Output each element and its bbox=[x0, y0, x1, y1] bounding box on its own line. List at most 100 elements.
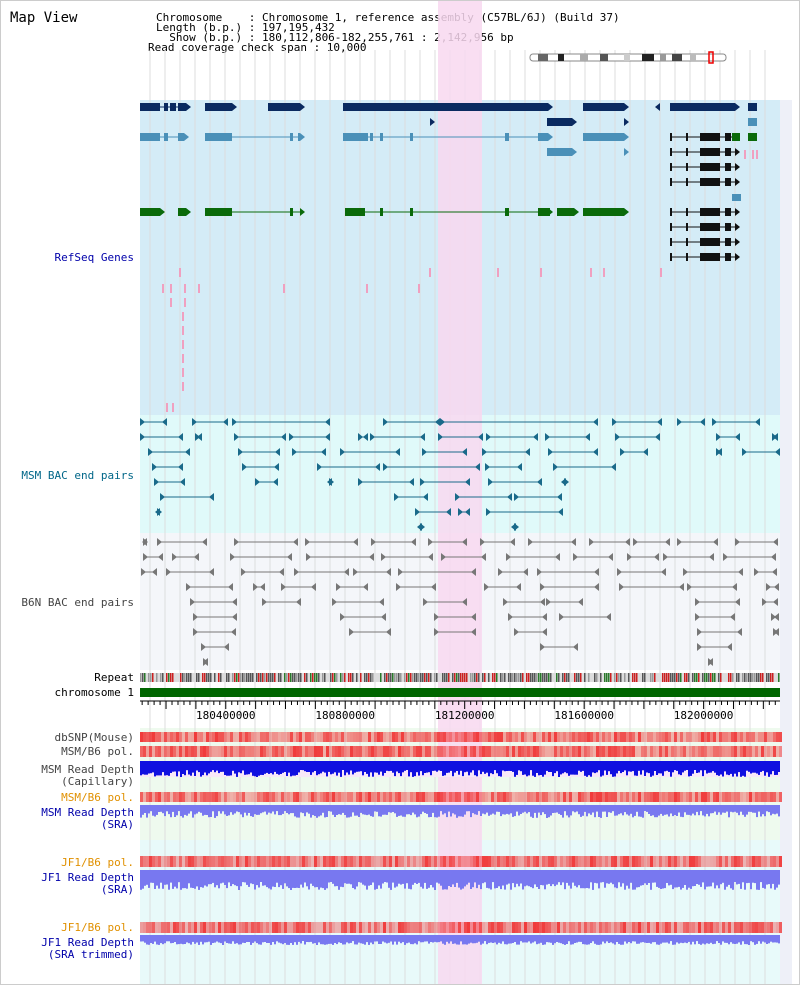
jf1-pol-density bbox=[638, 856, 641, 867]
jf1-trimmed-depth-bar bbox=[580, 935, 582, 942]
axis-tick-label: 181600000 bbox=[554, 709, 614, 722]
jf1-trimmed-depth-bar bbox=[276, 935, 278, 942]
msm-pol-density bbox=[575, 746, 578, 757]
jf1-pol-density bbox=[248, 856, 251, 867]
msm-capillary-depth-bar bbox=[222, 761, 224, 772]
jf1-sra-depth-bar bbox=[514, 870, 516, 888]
jf1-sra-depth-bar bbox=[308, 870, 310, 890]
track-label-msm-depth-cap[interactable]: MSM Read Depth bbox=[41, 763, 134, 776]
refseq-gene-exon bbox=[505, 208, 509, 216]
track-label-msm-pol[interactable]: MSM/B6 pol. bbox=[61, 745, 134, 758]
msm-capillary-depth-bar bbox=[706, 761, 708, 774]
b6n-bac-pair-end bbox=[606, 613, 611, 621]
repeat-element bbox=[162, 673, 164, 682]
msm-sra-depth-bar bbox=[214, 805, 216, 818]
repeat-element bbox=[180, 673, 182, 682]
jf1-sra-depth-bar bbox=[252, 870, 254, 885]
jf1-sra-depth-bar bbox=[276, 870, 278, 883]
dbsnp-density bbox=[668, 732, 671, 742]
track-label-chromosome[interactable]: chromosome 1 bbox=[54, 686, 134, 699]
dbsnp-density bbox=[536, 732, 539, 742]
jf1-trimmed-depth-bar bbox=[710, 935, 712, 943]
dbsnp-density bbox=[326, 732, 329, 742]
jf1-pol-density bbox=[521, 856, 524, 867]
jf1-sra-depth-bar bbox=[756, 870, 758, 890]
dbsnp-density bbox=[185, 732, 188, 742]
jf1-trimmed-depth-bar bbox=[634, 935, 636, 942]
repeat-element bbox=[608, 673, 610, 682]
msm-sra-depth-bar bbox=[758, 805, 760, 812]
track-label-refseq[interactable]: RefSeq Genes bbox=[54, 251, 134, 264]
refseq-gene-exon bbox=[725, 163, 731, 171]
jf1-sra-depth-bar bbox=[542, 870, 544, 886]
dbsnp-density bbox=[299, 732, 302, 742]
msm-bac-pair-end bbox=[514, 493, 519, 501]
msm-pol-density bbox=[215, 746, 218, 757]
jf1-sra-depth-bar bbox=[772, 870, 774, 884]
msm-pol-density bbox=[308, 746, 311, 757]
track-label-jf1-trim[interactable]: JF1 Read Depth bbox=[41, 936, 134, 949]
repeat-element bbox=[770, 673, 772, 682]
dbsnp-density bbox=[155, 732, 158, 742]
track-label-repeat[interactable]: Repeat bbox=[94, 671, 134, 684]
track-label-dbsnp[interactable]: dbSNP(Mouse) bbox=[54, 731, 134, 744]
jf1-trimmed-depth-bar bbox=[636, 935, 638, 944]
jf1-sra-depth-bar bbox=[670, 870, 672, 885]
msm-pol-density bbox=[731, 746, 734, 757]
repeat-element bbox=[628, 673, 630, 682]
dbsnp-density bbox=[653, 732, 656, 742]
msm-sra-depth-bar bbox=[200, 805, 202, 813]
track-label-jf1-pol-2[interactable]: JF1/B6 pol. bbox=[61, 921, 134, 934]
msm-sra-depth-bar bbox=[626, 805, 628, 815]
msm-capillary-depth-bar bbox=[482, 761, 484, 772]
msm-sra-depth-bar bbox=[188, 805, 190, 814]
msm-capillary-depth-bar bbox=[362, 761, 364, 776]
msm-capillary-depth-bar bbox=[358, 761, 360, 772]
jf1-pol-2-density bbox=[491, 922, 494, 933]
msm-capillary-depth-bar bbox=[658, 761, 660, 774]
msm-capillary-depth-bar bbox=[300, 761, 302, 770]
jf1-pol-2-density bbox=[578, 922, 581, 933]
msm-pol-density bbox=[551, 746, 554, 757]
dbsnp-density bbox=[599, 732, 602, 742]
jf1-trimmed-depth-bar bbox=[388, 935, 390, 943]
repeat-element bbox=[576, 673, 578, 682]
track-label-msm-depth-sra[interactable]: MSM Read Depth bbox=[41, 806, 134, 819]
jf1-sra-depth-bar bbox=[404, 870, 406, 889]
msm-sra-depth-bar bbox=[376, 805, 378, 812]
b6n-bac-pair-end bbox=[166, 568, 171, 576]
track-label-msm-bac[interactable]: MSM BAC end pairs bbox=[21, 469, 134, 482]
jf1-pol-density bbox=[713, 856, 716, 867]
msm-capillary-depth-bar bbox=[554, 761, 556, 774]
msm-capillary-depth-bar bbox=[566, 761, 568, 774]
jf1-pol-density bbox=[191, 856, 194, 867]
jf1-pol-2-density bbox=[317, 922, 320, 933]
msm-capillary-depth-bar bbox=[558, 761, 560, 777]
jf1-trimmed-depth-bar bbox=[288, 935, 290, 945]
jf1-trimmed-depth-bar bbox=[472, 935, 474, 944]
msm-bac-pair-end bbox=[440, 418, 445, 426]
jf1-sra-depth-bar bbox=[754, 870, 756, 884]
b6n-bac-pair-end bbox=[231, 628, 236, 636]
jf1-sra-depth-bar bbox=[566, 870, 568, 883]
msm-pol-density bbox=[326, 746, 329, 757]
track-label-jf1-depth[interactable]: JF1 Read Depth bbox=[41, 871, 134, 884]
jf1-pol-density bbox=[584, 856, 587, 867]
jf1-pol-2-density bbox=[584, 922, 587, 933]
msm-sra-depth-bar bbox=[516, 805, 518, 812]
msm-pol-density bbox=[185, 746, 188, 757]
track-label-msm-pol-2[interactable]: MSM/B6 pol. bbox=[61, 791, 134, 804]
msm-sra-depth-bar bbox=[578, 805, 580, 815]
jf1-pol-2-density bbox=[542, 922, 545, 933]
msm-sra-depth-bar bbox=[192, 805, 194, 818]
track-label-b6n-bac[interactable]: B6N BAC end pairs bbox=[21, 596, 134, 609]
jf1-pol-density bbox=[758, 856, 761, 867]
dbsnp-density bbox=[767, 732, 770, 742]
msm-sra-depth-bar bbox=[210, 805, 212, 817]
jf1-pol-density bbox=[197, 856, 200, 867]
track-label-jf1-pol[interactable]: JF1/B6 pol. bbox=[61, 856, 134, 869]
msm-capillary-depth-bar bbox=[508, 761, 510, 771]
jf1-sra-depth-bar bbox=[524, 870, 526, 887]
dbsnp-density bbox=[575, 732, 578, 742]
